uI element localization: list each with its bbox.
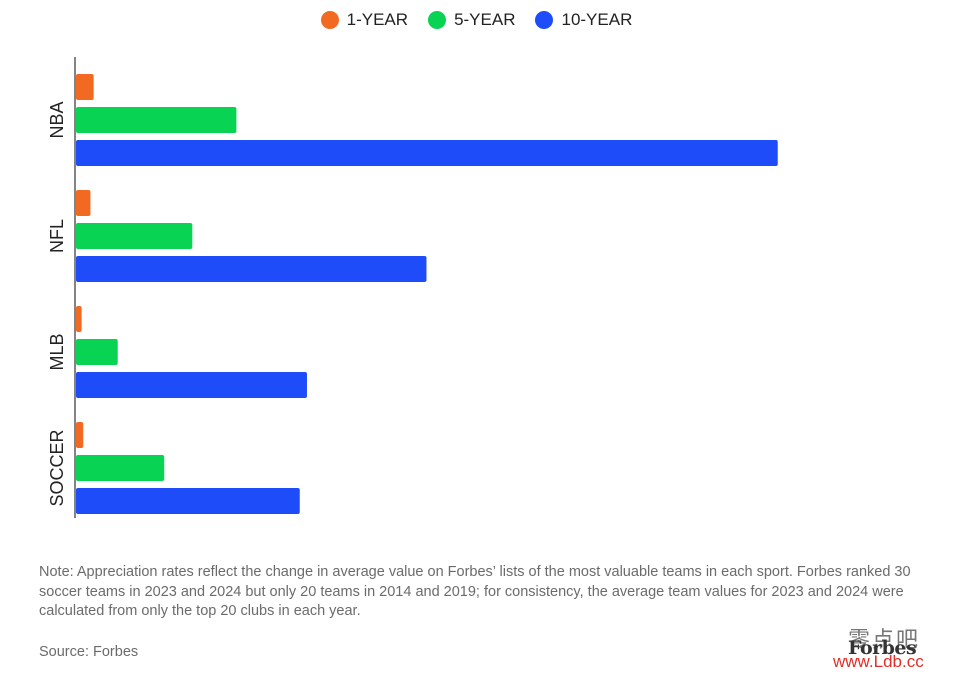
bar-nfl-1-year [76,190,91,216]
legend-swatch-5-year [428,11,447,29]
forbes-logo: Forbes [848,637,917,659]
legend-item-10-year: 10-YEAR [535,10,632,30]
legend-label-5-year: 5-YEAR [454,10,516,29]
legend-swatch-1-year [320,11,339,29]
watermark-url: www.Ldb.cc [833,652,924,671]
bar-mlb-1-year [76,306,82,332]
bar-soccer-1-year [76,422,84,448]
source-text: Source: Forbes [39,644,139,660]
legend-swatch-10-year [535,11,554,29]
bar-nba-5-year [76,107,237,133]
legend-item-5-year: 5-YEAR [428,10,515,30]
bar-mlb-10-year [76,372,307,398]
legend: 1-YEAR 5-YEAR 10-YEAR [0,10,953,30]
category-label-soccer: SOCCER [47,429,67,506]
category-label-mlb: MLB [47,333,67,370]
category-label-nba: NBA [47,101,67,138]
bar-nfl-10-year [76,256,427,282]
legend-label-1-year: 1-YEAR [346,10,409,29]
bar-chart: NBA NFL MLB SOCCER [47,57,778,518]
bar-soccer-5-year [76,455,165,481]
bar-nba-1-year [76,74,94,100]
legend-label-10-year: 10-YEAR [561,10,633,29]
bar-mlb-5-year [76,339,118,365]
note-text: Note: Appreciation rates reflect the cha… [39,564,911,619]
bar-nfl-5-year [76,223,193,249]
bar-soccer-10-year [76,488,300,514]
category-label-nfl: NFL [47,219,67,253]
chart-note: Note: Appreciation rates reflect the cha… [39,563,919,622]
legend-item-1-year: 1-YEAR [320,10,409,30]
watermark-text: 零点吧 [848,627,921,652]
bar-nba-10-year [76,140,778,166]
